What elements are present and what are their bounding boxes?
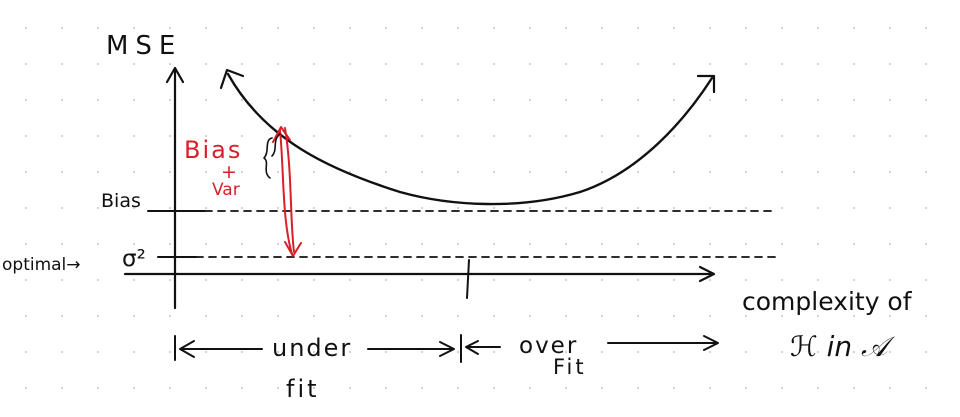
red-gap-arrow-up [272, 126, 291, 143]
overfit-label-line2: Fit [553, 355, 587, 379]
optimal-complexity-tick [466, 259, 470, 299]
overfit-label-line1: over [519, 333, 578, 359]
bias-plus-var-plus: + [221, 161, 237, 183]
red-gap-arrow-down [284, 241, 302, 257]
curly-brace-left [263, 137, 273, 179]
underfit-label-line1: under [272, 334, 352, 362]
bias-plus-var-top: Bias [184, 136, 242, 164]
mse-curve [226, 72, 714, 206]
mse-curve-right-arrowhead [696, 74, 716, 94]
x-axis-label-line2: ℋ in 𝒜 [790, 330, 895, 363]
optimal-label: optimal→ [2, 255, 81, 275]
bias-plus-var-bottom: Var [212, 180, 240, 200]
bias-level-label: Bias [101, 190, 141, 212]
overfit-right-arrowhead [703, 335, 719, 351]
underfit-right-arrowhead [439, 341, 455, 357]
underfit-label-line2: fit [286, 375, 320, 403]
sigma-squared-label: σ² [122, 246, 146, 272]
x-axis-arrowhead [698, 265, 716, 283]
red-gap-line-left [279, 129, 293, 255]
mse-curve-left-arrowhead [219, 68, 245, 90]
x-axis-label-line1: complexity of [742, 287, 913, 316]
curly-brace-right [271, 133, 281, 157]
y-axis-arrowhead [165, 66, 185, 84]
red-gap-line-right [284, 127, 295, 253]
y-axis-label: MSE [106, 31, 182, 61]
